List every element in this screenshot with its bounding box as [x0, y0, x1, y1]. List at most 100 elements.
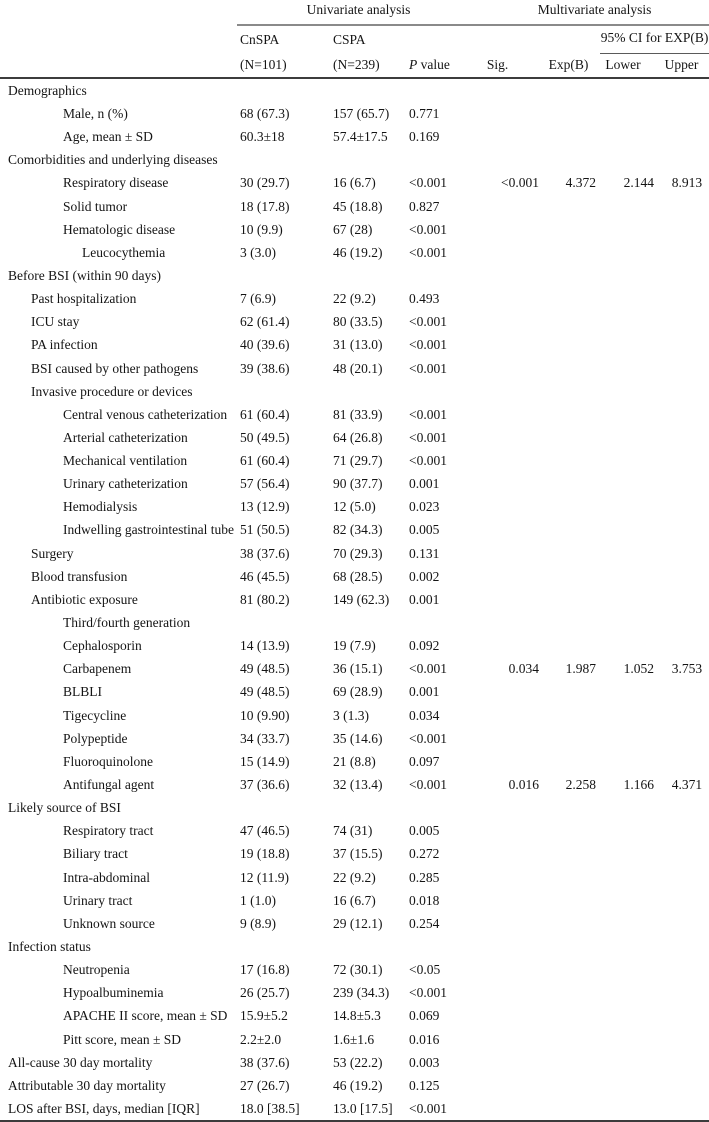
row-label-cell: Central venous catheterization — [63, 406, 228, 422]
upper-ci-cell — [660, 310, 709, 333]
upper-ci-cell — [660, 843, 709, 866]
cspa-value-cell: 32 (13.4) — [333, 777, 383, 793]
lower-ci-cell — [600, 195, 660, 218]
lower-ci-cell: 1.166 — [623, 777, 655, 793]
table-row: Leucocythemia 3 (3.0) 46 (19.2) <0.001 — [0, 241, 709, 264]
cspa-value-cell: 14.8±5.3 — [333, 1008, 381, 1024]
header-spacer — [0, 0, 237, 25]
upper-ci-cell — [660, 334, 709, 357]
pvalue-cell: <0.001 — [409, 429, 447, 445]
expb-value-cell — [545, 125, 600, 148]
sig-value-cell — [480, 1028, 545, 1051]
row-label-cell: Infection status — [8, 939, 91, 955]
row-label-cell: Polypeptide — [63, 730, 128, 746]
row-label-cell: Carbapenem — [63, 661, 132, 677]
row-label-cell: Third/fourth generation — [63, 615, 191, 631]
row-label-cell: Age, mean ± SD — [63, 129, 153, 145]
upper-ci-cell — [660, 704, 709, 727]
cspa-value-cell: 3 (1.3) — [333, 707, 369, 723]
table-row: Past hospitalization 7 (6.9) 22 (9.2) 0.493 — [0, 287, 709, 310]
pvalue-cell: 0.001 — [409, 684, 440, 700]
cnspa-value-cell: 49 (48.5) — [240, 684, 290, 700]
sig-value-cell — [480, 218, 545, 241]
expb-value-cell — [545, 727, 600, 750]
row-label-cell: ICU stay — [31, 314, 80, 330]
cspa-value-cell — [330, 78, 406, 102]
pvalue-label-rest: value — [417, 56, 450, 72]
upper-ci-cell: 3.753 — [671, 661, 703, 677]
sig-value-cell — [480, 1051, 545, 1074]
cspa-value-cell: 68 (28.5) — [333, 568, 383, 584]
expb-value-cell — [545, 843, 600, 866]
cspa-value-cell: 46 (19.2) — [333, 244, 383, 260]
header-spacer — [0, 53, 237, 79]
upper-ci-cell — [660, 912, 709, 935]
table-row: Surgery 38 (37.6) 70 (29.3) 0.131 — [0, 542, 709, 565]
row-label-cell: Hematologic disease — [63, 221, 176, 237]
cspa-value-cell — [330, 380, 406, 403]
row-label-cell: Antibiotic exposure — [31, 591, 138, 607]
upper-ci-cell — [660, 611, 709, 634]
table-row: Polypeptide 34 (33.7) 35 (14.6) <0.001 — [0, 727, 709, 750]
expb-value-cell: 1.987 — [565, 661, 597, 677]
cnspa-value-cell: 39 (38.6) — [240, 360, 290, 376]
cnspa-value-cell: 18 (17.8) — [240, 198, 290, 214]
table-row: Age, mean ± SD 60.3±18 57.4±17.5 0.169 — [0, 125, 709, 148]
sig-value-cell — [480, 519, 545, 542]
cspa-value-cell: 80 (33.5) — [333, 314, 383, 330]
upper-ci-cell — [660, 1097, 709, 1121]
sig-value-cell — [480, 1097, 545, 1121]
expb-value-cell — [545, 264, 600, 287]
expb-value-cell — [545, 1097, 600, 1121]
pvalue-cell: 0.018 — [409, 892, 440, 908]
row-label-cell: Leucocythemia — [82, 244, 166, 260]
cnspa-value-cell — [237, 148, 330, 171]
cspa-value-cell: 90 (37.7) — [333, 476, 383, 492]
lower-ci-cell — [600, 1051, 660, 1074]
upper-ci-cell — [660, 403, 709, 426]
table-row: Antifungal agent 37 (36.6) 32 (13.4) <0.001… — [0, 773, 709, 796]
column-subheader-row: (N=101) (N=239) P value Sig. Exp(B) Lowe… — [0, 53, 709, 79]
pvalue-cell — [406, 935, 480, 958]
lower-ci-cell — [600, 496, 660, 519]
row-label-cell: Likely source of BSI — [8, 800, 121, 816]
multivariate-group-header: Multivariate analysis — [480, 0, 709, 26]
table-row: Invasive procedure or devices — [0, 380, 709, 403]
cnspa-value-cell: 9 (8.9) — [240, 915, 276, 931]
upper-ci-cell — [660, 796, 709, 819]
table-row: Central venous catheterization 61 (60.4) 8… — [0, 403, 709, 426]
cspa-value-cell — [330, 935, 406, 958]
upper-ci-cell — [660, 727, 709, 750]
expb-value-cell — [545, 102, 600, 125]
pvalue-cell — [406, 148, 480, 171]
upper-column-header: Upper — [660, 53, 709, 79]
cspa-value-cell: 48 (20.1) — [333, 360, 383, 376]
cnspa-value-cell: 62 (61.4) — [240, 314, 290, 330]
expb-value-cell — [545, 310, 600, 333]
header-spacer — [480, 25, 545, 54]
sig-value-cell — [480, 588, 545, 611]
header-spacer — [406, 25, 480, 54]
lower-ci-cell — [600, 935, 660, 958]
cnspa-value-cell: 13 (12.9) — [240, 499, 290, 515]
pvalue-cell: <0.001 — [409, 777, 447, 793]
table-row: Blood transfusion 46 (45.5) 68 (28.5) 0.002 — [0, 565, 709, 588]
cspa-value-cell — [330, 796, 406, 819]
sig-value-cell — [480, 958, 545, 981]
cnspa-value-cell: 26 (25.7) — [240, 985, 290, 1001]
table-row: Hemodialysis 13 (12.9) 12 (5.0) 0.023 — [0, 496, 709, 519]
cspa-value-cell — [330, 148, 406, 171]
pvalue-cell: 0.023 — [409, 499, 440, 515]
sig-value-cell — [480, 241, 545, 264]
upper-ci-cell — [660, 449, 709, 472]
row-label-cell: Pitt score, mean ± SD — [63, 1031, 182, 1047]
pvalue-cell: 0.827 — [409, 198, 440, 214]
pvalue-cell: 0.285 — [409, 869, 440, 885]
univariate-group-header: Univariate analysis — [237, 0, 481, 26]
row-label-cell: Indwelling gastrointestinal tube — [63, 522, 234, 538]
upper-ci-cell — [660, 542, 709, 565]
sig-value-cell — [480, 935, 545, 958]
lower-ci-cell — [600, 727, 660, 750]
pvalue-cell: 0.131 — [409, 545, 440, 561]
upper-ci-cell — [660, 472, 709, 495]
